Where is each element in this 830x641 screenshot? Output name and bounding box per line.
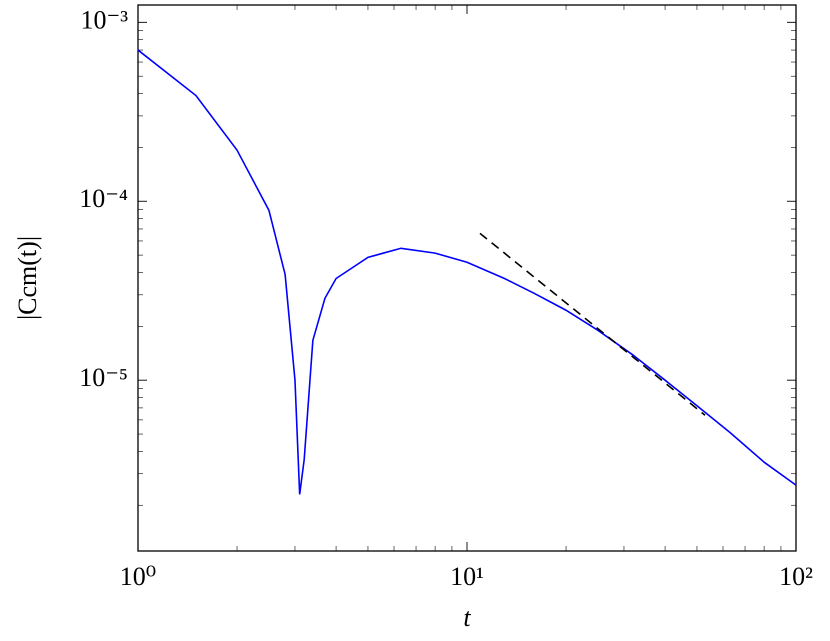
series-line (137, 49, 797, 495)
x-tick-label: 10¹ (450, 562, 484, 591)
y-tick-label: 10⁻⁴ (79, 184, 128, 213)
y-axis-label: |Ccm(t)| (13, 236, 42, 320)
x-axis-label: t (463, 603, 471, 632)
plot-frame (137, 4, 797, 552)
x-tick-label: 10² (779, 562, 813, 591)
x-tick-label: 10⁰ (120, 562, 156, 591)
y-tick-label: 10⁻⁵ (79, 363, 128, 392)
series-line (479, 232, 706, 416)
y-tick-label: 10⁻³ (80, 5, 128, 34)
